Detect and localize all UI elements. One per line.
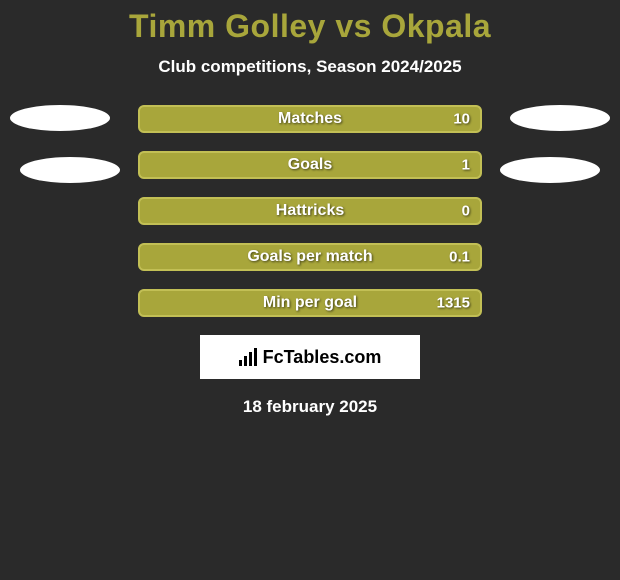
player-silhouette-right-1 xyxy=(510,105,610,131)
brand-text: FcTables.com xyxy=(263,347,382,368)
stat-label: Goals per match xyxy=(247,248,372,266)
stat-value: 0.1 xyxy=(449,249,470,266)
stat-value: 0 xyxy=(462,203,470,220)
date-text: 18 february 2025 xyxy=(0,397,620,417)
stat-bar-matches: Matches 10 xyxy=(138,105,482,133)
stat-value: 1315 xyxy=(437,295,470,312)
stat-label: Hattricks xyxy=(276,202,344,220)
stat-bar-hattricks: Hattricks 0 xyxy=(138,197,482,225)
brand-box: FcTables.com xyxy=(200,335,420,379)
stat-label: Min per goal xyxy=(263,294,357,312)
stat-label: Goals xyxy=(288,156,332,174)
bar-chart-icon xyxy=(239,348,257,366)
infographic-container: Timm Golley vs Okpala Club competitions,… xyxy=(0,0,620,580)
stat-bars: Matches 10 Goals 1 Hattricks 0 Goals per… xyxy=(138,105,482,317)
stat-bar-min-per-goal: Min per goal 1315 xyxy=(138,289,482,317)
page-title: Timm Golley vs Okpala xyxy=(0,8,620,45)
subtitle: Club competitions, Season 2024/2025 xyxy=(0,57,620,77)
player-silhouette-left-1 xyxy=(10,105,110,131)
stat-bar-goals-per-match: Goals per match 0.1 xyxy=(138,243,482,271)
stat-bar-goals: Goals 1 xyxy=(138,151,482,179)
stat-label: Matches xyxy=(278,110,342,128)
player-silhouette-left-2 xyxy=(20,157,120,183)
stat-value: 10 xyxy=(453,111,470,128)
stats-region: Matches 10 Goals 1 Hattricks 0 Goals per… xyxy=(0,105,620,417)
player-silhouette-right-2 xyxy=(500,157,600,183)
stat-value: 1 xyxy=(462,157,470,174)
